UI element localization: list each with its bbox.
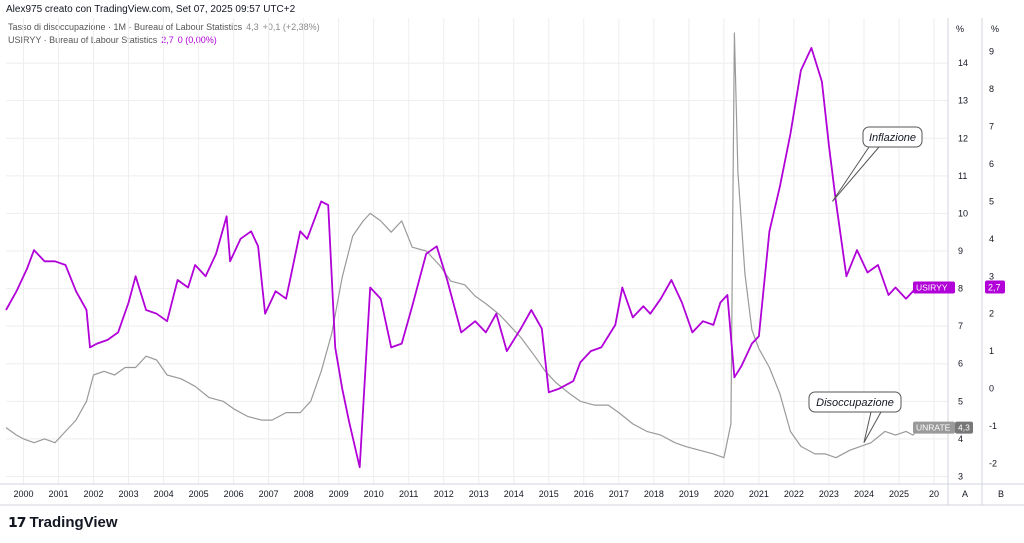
y-tick-label-unemployment: 6 bbox=[958, 359, 963, 369]
y-tick-label-unemployment: 4 bbox=[958, 434, 963, 444]
y-tick-label-unemployment: 14 bbox=[958, 58, 968, 68]
x-tick-label: 2025 bbox=[889, 489, 909, 499]
y-tick-label-unemployment: 5 bbox=[958, 396, 963, 406]
x-tick-label: 2001 bbox=[49, 489, 69, 499]
tradingview-logo[interactable]: 𝟭𝟳 TradingView bbox=[8, 514, 118, 531]
last-value-tag-usiryy bbox=[985, 280, 1005, 294]
legend-inflation-label: USIRYY · Bureau of Labour Statistics bbox=[8, 35, 158, 45]
y-tick-label-unemployment: 3 bbox=[958, 471, 963, 481]
x-tick-label: 2020 bbox=[714, 489, 734, 499]
x-tick-label: 2003 bbox=[119, 489, 139, 499]
y-tick-label-unemployment: 13 bbox=[958, 96, 968, 106]
y-tick-label-inflation: 7 bbox=[989, 122, 994, 132]
series-name-tag-unrate bbox=[913, 421, 955, 434]
axis-unit-left: % bbox=[956, 24, 964, 34]
x-tick-label: 2007 bbox=[259, 489, 279, 499]
legend-inflation[interactable]: USIRYY · Bureau of Labour Statistics 2,7 0… bbox=[8, 35, 217, 45]
scale-button-b: B bbox=[998, 489, 1004, 499]
x-tick-label: 2018 bbox=[644, 489, 664, 499]
series-line-usiryy bbox=[5, 47, 918, 469]
annotation-label: Disoccupazione bbox=[816, 397, 894, 409]
annotation-pointer bbox=[863, 411, 882, 443]
x-tick-label: 2015 bbox=[539, 489, 559, 499]
tradingview-logo-icon: 𝟭𝟳 bbox=[8, 514, 27, 530]
y-tick-label-inflation: 0 bbox=[989, 384, 994, 394]
last-value-label-usiryy: 2,7 bbox=[988, 282, 1001, 292]
scale-button-a: A bbox=[962, 489, 968, 499]
series-name-label-usiryy: USIRYY bbox=[916, 282, 948, 292]
legend-unemployment-value: 4,3 bbox=[246, 22, 259, 32]
tradingview-logo-text: TradingView bbox=[29, 514, 118, 531]
y-tick-label-unemployment: 7 bbox=[958, 321, 963, 331]
y-tick-label-inflation: 6 bbox=[989, 159, 994, 169]
x-tick-label: 2002 bbox=[84, 489, 104, 499]
x-tick-label: 2022 bbox=[784, 489, 804, 499]
x-tick-label: 2000 bbox=[13, 489, 33, 499]
series-name-tag-usiryy bbox=[913, 281, 955, 294]
annotation-box bbox=[862, 126, 923, 148]
legend-inflation-value: 2,7 bbox=[161, 35, 174, 45]
legend-unemployment-change: +0,1 (+2,38%) bbox=[262, 22, 320, 32]
attribution-text: Alex975 creato con TradingView.com, Set … bbox=[6, 4, 296, 15]
y-tick-label-inflation: -1 bbox=[989, 421, 997, 431]
x-tick-label: 2016 bbox=[574, 489, 594, 499]
x-tick-label: 2024 bbox=[854, 489, 874, 499]
y-tick-label-inflation: 5 bbox=[989, 196, 994, 206]
annotation-label: Inflazione bbox=[869, 132, 916, 144]
legend-unemployment-label: Tasso di disoccupazione · 1M · Bureau of… bbox=[8, 22, 243, 32]
series-line-unrate bbox=[5, 32, 921, 459]
x-tick-label: 2021 bbox=[749, 489, 769, 499]
x-tick-label: 2005 bbox=[189, 489, 209, 499]
x-tick-label: 20 bbox=[929, 489, 939, 499]
legend-unemployment[interactable]: Tasso di disoccupazione · 1M · Bureau of… bbox=[8, 22, 320, 32]
x-tick-label: 2011 bbox=[399, 489, 418, 499]
annotation-box bbox=[808, 391, 902, 413]
x-tick-label: 2006 bbox=[224, 489, 244, 499]
legend-inflation-change: 0 (0,00%) bbox=[177, 35, 217, 45]
y-tick-label-unemployment: 11 bbox=[958, 171, 967, 181]
y-tick-label-inflation: -2 bbox=[989, 458, 997, 468]
annotation-pointer bbox=[832, 146, 880, 202]
y-tick-label-inflation: 2 bbox=[989, 309, 994, 319]
last-value-label-unrate: 4,3 bbox=[958, 423, 970, 433]
series-name-label-unrate: UNRATE bbox=[916, 423, 951, 433]
x-tick-label: 2013 bbox=[469, 489, 489, 499]
last-value-tag-unrate bbox=[955, 421, 973, 434]
x-tick-label: 2010 bbox=[364, 489, 384, 499]
y-tick-label-unemployment: 10 bbox=[958, 208, 968, 218]
y-tick-label-unemployment: 12 bbox=[958, 133, 968, 143]
x-tick-label: 2009 bbox=[329, 489, 349, 499]
x-tick-label: 2012 bbox=[434, 489, 454, 499]
y-tick-label-inflation: 8 bbox=[989, 84, 994, 94]
y-tick-label-inflation: 9 bbox=[989, 47, 994, 57]
x-tick-label: 2008 bbox=[294, 489, 314, 499]
y-tick-label-unemployment: 9 bbox=[958, 246, 963, 256]
x-tick-label: 2004 bbox=[154, 489, 174, 499]
y-tick-label-unemployment: 8 bbox=[958, 284, 963, 294]
y-tick-label-inflation: 4 bbox=[989, 234, 994, 244]
y-tick-label-inflation: 1 bbox=[989, 346, 994, 356]
x-tick-label: 2017 bbox=[609, 489, 629, 499]
x-tick-label: 2014 bbox=[504, 489, 524, 499]
x-tick-label: 2023 bbox=[819, 489, 839, 499]
axis-unit-right: % bbox=[991, 24, 999, 34]
x-tick-label: 2019 bbox=[679, 489, 699, 499]
y-tick-label-inflation: 3 bbox=[989, 271, 994, 281]
